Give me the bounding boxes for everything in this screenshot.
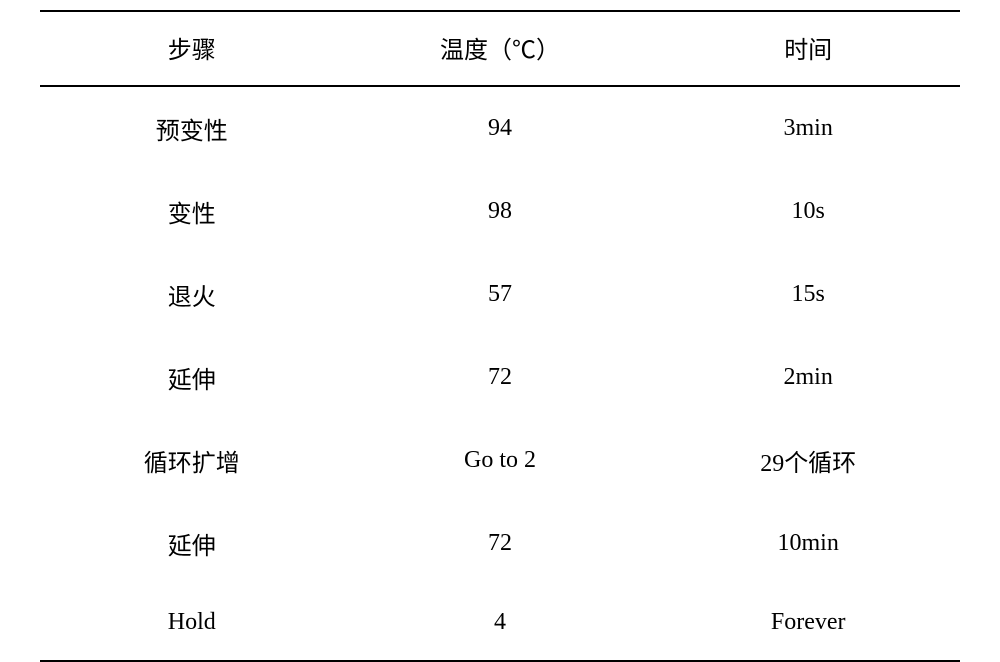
cell-temp: Go to 2 <box>344 419 657 502</box>
table-row: 循环扩增 Go to 2 29个循环 <box>40 419 960 502</box>
cell-step: 预变性 <box>40 86 344 170</box>
table-row: 变性 98 10s <box>40 170 960 253</box>
cell-time: 10s <box>656 170 960 253</box>
table-row: 退火 57 15s <box>40 253 960 336</box>
col-header-step: 步骤 <box>40 11 344 86</box>
table-row: Hold 4 Forever <box>40 585 960 661</box>
cell-time: Forever <box>656 585 960 661</box>
cell-step: 延伸 <box>40 336 344 419</box>
col-header-time: 时间 <box>656 11 960 86</box>
cell-time: 3min <box>656 86 960 170</box>
page-container: 步骤 温度（℃） 时间 预变性 94 3min 变性 98 10s 退火 57 … <box>0 0 1000 662</box>
table-row: 预变性 94 3min <box>40 86 960 170</box>
cell-temp: 57 <box>344 253 657 336</box>
cell-step: 延伸 <box>40 502 344 585</box>
cell-temp: 94 <box>344 86 657 170</box>
table-row: 延伸 72 2min <box>40 336 960 419</box>
cell-temp: 4 <box>344 585 657 661</box>
cell-step: 变性 <box>40 170 344 253</box>
cell-time: 2min <box>656 336 960 419</box>
cell-time: 10min <box>656 502 960 585</box>
col-header-temp: 温度（℃） <box>344 11 657 86</box>
table-row: 延伸 72 10min <box>40 502 960 585</box>
cell-step: 退火 <box>40 253 344 336</box>
cell-time: 15s <box>656 253 960 336</box>
cell-temp: 72 <box>344 336 657 419</box>
cell-step: Hold <box>40 585 344 661</box>
cell-time: 29个循环 <box>656 419 960 502</box>
pcr-protocol-table: 步骤 温度（℃） 时间 预变性 94 3min 变性 98 10s 退火 57 … <box>40 10 960 662</box>
table-header-row: 步骤 温度（℃） 时间 <box>40 11 960 86</box>
cell-temp: 72 <box>344 502 657 585</box>
cell-temp: 98 <box>344 170 657 253</box>
cell-step: 循环扩增 <box>40 419 344 502</box>
